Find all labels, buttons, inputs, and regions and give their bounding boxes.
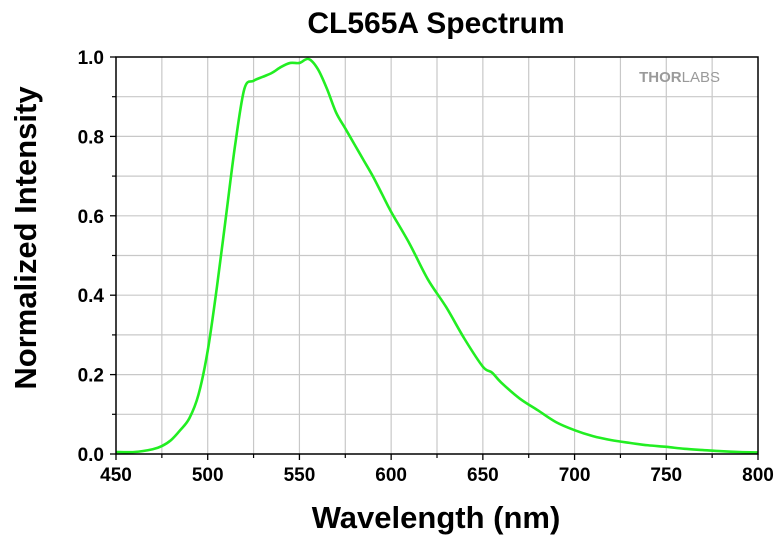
svg-text:THORLABS: THORLABS — [639, 69, 720, 86]
x-axis-label: Wavelength (nm) — [312, 500, 561, 535]
y-tick-label: 0.6 — [78, 207, 104, 228]
spectrum-line — [115, 57, 759, 454]
x-tick-label: 450 — [100, 465, 132, 486]
chart-title: CL565A Spectrum — [307, 7, 564, 40]
y-tick-label: 0.4 — [78, 286, 105, 307]
watermark-light: LABS — [682, 69, 720, 86]
x-tick-label: 550 — [284, 465, 316, 486]
y-tick-labels: 0.0 0.2 0.4 0.6 0.8 1.0 — [78, 48, 105, 466]
watermark-bold: THOR — [639, 69, 682, 86]
y-tick-label: 0.2 — [78, 366, 104, 387]
grid — [116, 57, 758, 454]
x-tick-label: 650 — [467, 465, 499, 486]
x-tick-labels: 450 500 550 600 650 700 750 800 — [100, 465, 774, 486]
y-tick-label: 0.0 — [78, 445, 104, 466]
y-tick-label: 1.0 — [78, 48, 104, 69]
y-tick-label: 0.8 — [78, 127, 104, 148]
x-tick-label: 700 — [559, 465, 591, 486]
x-tick-label: 500 — [192, 465, 224, 486]
thorlabs-watermark: THORLABS — [639, 69, 720, 86]
x-tick-label: 600 — [375, 465, 407, 486]
plot-frame — [115, 56, 759, 455]
x-tick-label: 750 — [650, 465, 682, 486]
x-tick-label: 800 — [742, 465, 774, 486]
y-axis-label: Normalized Intensity — [8, 86, 43, 390]
